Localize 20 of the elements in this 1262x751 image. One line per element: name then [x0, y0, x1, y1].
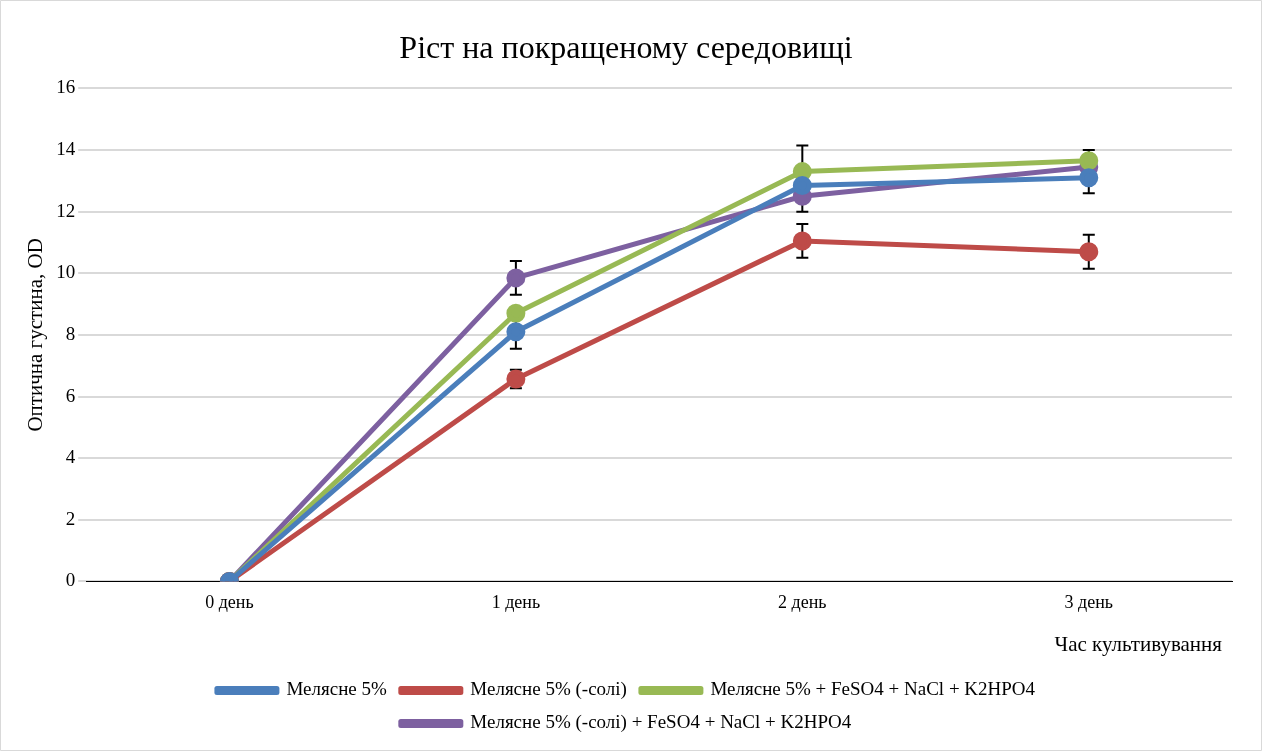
- legend-label: Мелясне 5% (-солі): [470, 678, 627, 701]
- y-tick-label: 10: [56, 261, 76, 283]
- y-tick-label: 2: [65, 507, 76, 529]
- x-tick-label: 1 день: [491, 591, 541, 612]
- x-tick-label: 2 день: [778, 591, 827, 612]
- y-tick-label: 16: [56, 76, 76, 98]
- y-tick-label: 12: [56, 199, 76, 221]
- y-axis-title: Оптична густина, OD: [23, 238, 48, 432]
- x-tick-label: 3 день: [1064, 591, 1114, 612]
- y-tick-label: 6: [65, 384, 76, 406]
- chart-title: Ріст на покращеному середовищі: [399, 28, 853, 65]
- y-tick-label: 8: [65, 322, 76, 344]
- x-axis-title: Час культивування: [1054, 632, 1222, 657]
- y-tick-label: 0: [65, 569, 76, 591]
- y-tick-label: 4: [65, 446, 76, 468]
- legend-label: Мелясне 5%: [286, 678, 387, 700]
- x-tick-label: 0 день: [205, 591, 254, 612]
- legend-label: Мелясне 5% + FeSO4 + NaCl + K2HPO4: [710, 678, 1036, 700]
- y-tick-label: 14: [56, 138, 76, 160]
- legend-label: Мелясне 5% (-солі) + FeSO4 + NaCl + K2HPO4: [470, 711, 852, 734]
